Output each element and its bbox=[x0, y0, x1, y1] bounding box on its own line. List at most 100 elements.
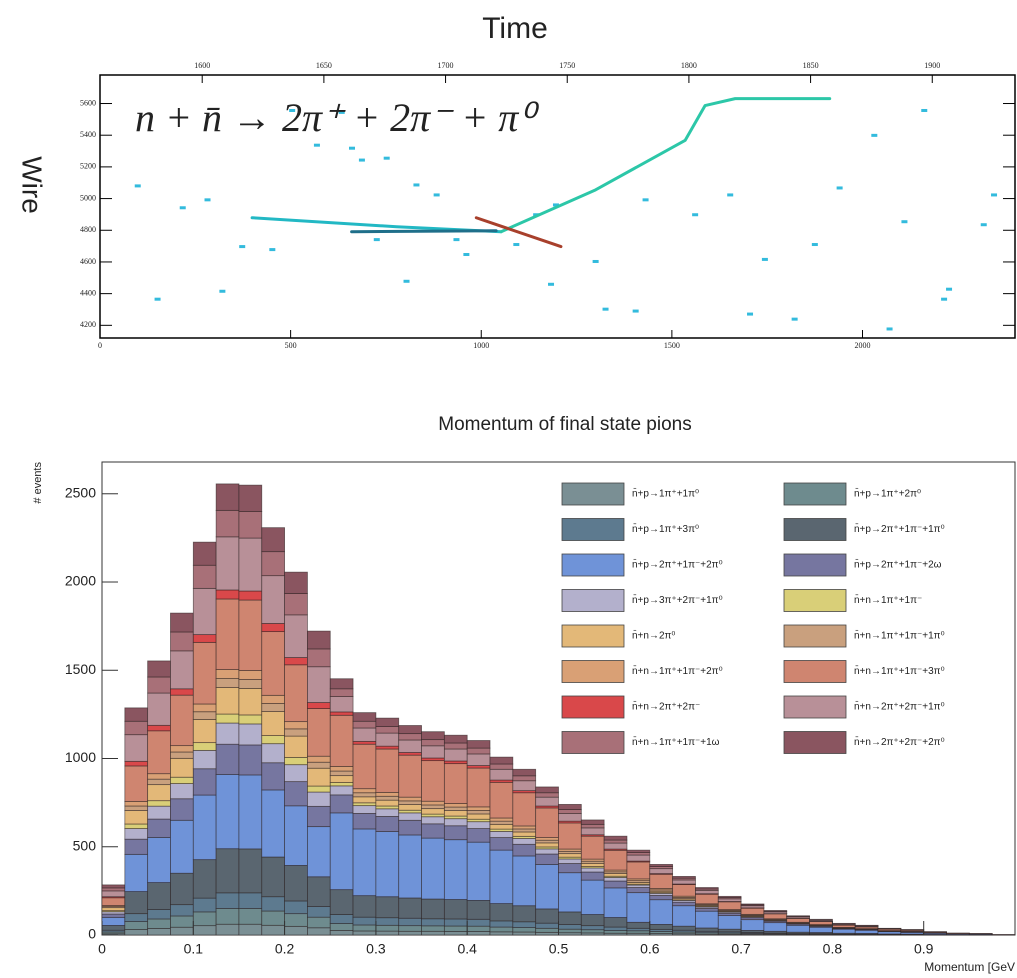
legend-swatch bbox=[783, 695, 847, 719]
bar-segment bbox=[489, 931, 514, 936]
bar-segment bbox=[512, 792, 537, 827]
bar-segment bbox=[192, 897, 217, 913]
bar-segment bbox=[329, 785, 354, 796]
x-tick-label: 0.4 bbox=[457, 941, 477, 957]
bar-segment bbox=[170, 688, 194, 696]
hit bbox=[338, 110, 345, 114]
y-tick-label: 4800 bbox=[80, 225, 96, 234]
legend-swatch bbox=[561, 482, 625, 506]
bar-segment bbox=[329, 794, 354, 814]
bar-segment bbox=[352, 895, 377, 918]
bar-segment bbox=[238, 744, 263, 776]
hit bbox=[632, 309, 639, 313]
bar-segment bbox=[466, 931, 491, 936]
bar-segment bbox=[786, 918, 810, 923]
bar-segment bbox=[854, 929, 879, 934]
bar-segment bbox=[398, 834, 422, 899]
bar-segment bbox=[375, 795, 400, 801]
bar-segment bbox=[443, 734, 468, 744]
bar-segment bbox=[329, 930, 354, 936]
bar-segment bbox=[215, 773, 240, 850]
bar-segment bbox=[672, 905, 696, 927]
bar-segment bbox=[124, 921, 149, 930]
bar-segment bbox=[695, 893, 719, 905]
bar-segment bbox=[192, 925, 217, 936]
bar-segment bbox=[261, 735, 285, 745]
bar-segment bbox=[170, 819, 194, 874]
bar-segment bbox=[147, 800, 171, 807]
bar-segment bbox=[466, 900, 491, 920]
bar-segment bbox=[238, 670, 263, 680]
bar-segment bbox=[375, 924, 400, 932]
bar-segment bbox=[489, 830, 514, 838]
bar-segment bbox=[398, 897, 422, 919]
bar-segment bbox=[375, 805, 400, 810]
y-tick-label: 5200 bbox=[80, 162, 96, 171]
track bbox=[350, 229, 498, 234]
bar-segment bbox=[558, 853, 582, 858]
bar-segment bbox=[238, 714, 263, 725]
top-tick-label: 1700 bbox=[438, 61, 454, 70]
bar-segment bbox=[238, 590, 263, 601]
hit bbox=[219, 289, 226, 293]
bar-segment bbox=[261, 575, 285, 624]
legend-label: n̄+n→1π⁺+1π⁻+1π⁰ bbox=[854, 629, 945, 642]
hit bbox=[239, 245, 246, 249]
bar-segment bbox=[421, 925, 445, 932]
bar-segment bbox=[147, 918, 171, 929]
bar-segment bbox=[101, 925, 126, 931]
bar-segment bbox=[421, 808, 445, 815]
bar-segment bbox=[558, 858, 582, 864]
bar-segment bbox=[352, 924, 377, 932]
bar-segment bbox=[124, 929, 149, 936]
bar-segment bbox=[626, 849, 651, 853]
bar-segment bbox=[329, 782, 354, 787]
bar-segment bbox=[580, 879, 605, 915]
bar-segment bbox=[763, 910, 788, 912]
bar-segment bbox=[489, 926, 514, 933]
bar-segment bbox=[443, 748, 468, 762]
hit bbox=[134, 184, 141, 188]
bar-segment bbox=[124, 734, 149, 762]
y-tick-label: 1000 bbox=[65, 749, 96, 765]
bar-segment bbox=[352, 916, 377, 926]
bar-segment bbox=[215, 848, 240, 894]
bar-segment bbox=[512, 921, 537, 928]
bar-segment bbox=[558, 872, 582, 913]
top-tick-label: 1850 bbox=[803, 61, 819, 70]
bar-segment bbox=[284, 721, 308, 730]
x-tick-label: 1500 bbox=[664, 341, 680, 350]
y-tick-label: 2000 bbox=[65, 573, 96, 589]
bar-segment bbox=[421, 837, 445, 900]
legend-label: n̄+n→1π⁺+1π⁻+3π⁰ bbox=[854, 665, 945, 678]
bar-segment bbox=[329, 812, 354, 891]
bar-segment bbox=[170, 776, 194, 784]
bar-segment bbox=[284, 664, 308, 723]
legend-swatch bbox=[783, 482, 847, 506]
bar-segment bbox=[124, 720, 149, 736]
bar-segment bbox=[535, 792, 559, 798]
bar-segment bbox=[558, 911, 582, 925]
x-tick-label: 1000 bbox=[473, 341, 489, 350]
bar-segment bbox=[329, 914, 354, 924]
bar-segment bbox=[375, 745, 400, 750]
bar-segment bbox=[192, 911, 217, 927]
bar-segment bbox=[695, 907, 719, 912]
hit bbox=[901, 220, 908, 224]
bar-segment bbox=[147, 836, 171, 883]
bar-segment bbox=[512, 768, 537, 777]
bar-segment bbox=[192, 742, 217, 751]
top-tick-label: 1800 bbox=[681, 61, 697, 70]
bar-segment bbox=[580, 867, 605, 873]
bar-segment bbox=[580, 862, 605, 867]
bar-segment bbox=[261, 924, 285, 936]
bar-segment bbox=[832, 928, 856, 934]
bar-segment bbox=[763, 922, 788, 932]
bar-segment bbox=[238, 679, 263, 689]
x-tick-label: 0.5 bbox=[549, 941, 569, 957]
bar-segment bbox=[672, 876, 696, 879]
bar-segment bbox=[307, 791, 331, 807]
bar-segment bbox=[307, 906, 331, 918]
bar-segment bbox=[124, 765, 149, 802]
legend-label: n̄+n→1π⁺+1π⁻+2π⁰ bbox=[632, 665, 723, 678]
